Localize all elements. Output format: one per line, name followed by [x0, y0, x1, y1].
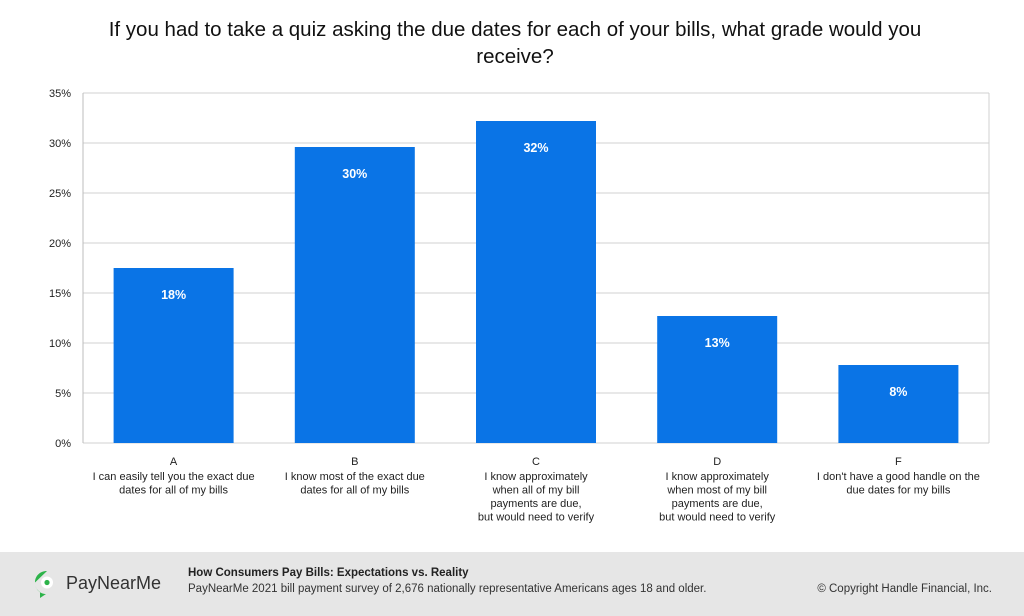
x-tick-description: I know approximately: [666, 471, 770, 483]
x-tick-label: F: [895, 456, 902, 468]
x-tick-description: but would need to verify: [659, 512, 776, 524]
bar-d: [657, 316, 778, 443]
brand-name: PayNearMe: [66, 573, 162, 593]
data-label: 18%: [161, 288, 186, 302]
y-tick-label: 10%: [49, 338, 71, 350]
y-tick-label: 25%: [49, 188, 71, 200]
copyright: © Copyright Handle Financial, Inc.: [817, 583, 992, 595]
x-tick-description: I know most of the exact due: [285, 471, 425, 483]
x-tick-description: I can easily tell you the exact due: [93, 471, 255, 483]
x-tick-description: I know approximately: [484, 471, 588, 483]
x-tick-description: dates for all of my bills: [119, 485, 228, 497]
x-tick-description: payments are due,: [672, 498, 763, 510]
bars: 18% 30% 32% 13% 8%: [113, 121, 959, 443]
x-tick-description: when most of my bill: [666, 485, 767, 497]
x-tick-description: dates for all of my bills: [300, 485, 409, 497]
y-tick-label: 35%: [49, 88, 71, 100]
y-tick-label: 15%: [49, 288, 71, 300]
x-tick-description: when all of my bill: [492, 485, 580, 497]
x-tick-description: but would need to verify: [478, 512, 595, 524]
y-tick-label: 5%: [55, 388, 71, 400]
x-tick-label: B: [351, 456, 358, 468]
y-tick-label: 30%: [49, 138, 71, 150]
data-label: 30%: [342, 167, 367, 181]
y-axis: 0% 5% 10% 15% 20% 25% 30% 35%: [49, 88, 990, 450]
bar-a: [113, 268, 234, 443]
paynearme-logo-icon: [35, 571, 53, 598]
footer: PayNearMe How Consumers Pay Bills: Expec…: [0, 552, 1024, 616]
chart-title: If you had to take a quiz asking the due…: [108, 18, 922, 68]
x-axis: A I can easily tell you the exact due date…: [93, 456, 980, 524]
x-tick-description: I don't have a good handle on the: [817, 471, 980, 483]
bar-c: [476, 121, 596, 443]
x-tick-label: C: [532, 456, 540, 468]
source-title: How Consumers Pay Bills: Expectations vs…: [188, 567, 469, 579]
bar-f: [838, 365, 959, 443]
x-tick-label: A: [170, 456, 178, 468]
y-tick-label: 0%: [55, 438, 71, 450]
data-label: 32%: [523, 141, 548, 155]
bar-b: [294, 147, 415, 443]
source-text: PayNearMe 2021 bill payment survey of 2,…: [188, 583, 707, 595]
data-label: 13%: [705, 336, 730, 350]
x-tick-label: D: [713, 456, 721, 468]
x-tick-description: payments are due,: [490, 498, 581, 510]
x-tick-description: due dates for my bills: [846, 485, 950, 497]
bar-chart: 0%5%10%15%20%25%30%35% 18%30%32%13%8% AI…: [49, 88, 990, 524]
data-label: 8%: [889, 385, 907, 399]
y-tick-label: 20%: [49, 238, 71, 250]
